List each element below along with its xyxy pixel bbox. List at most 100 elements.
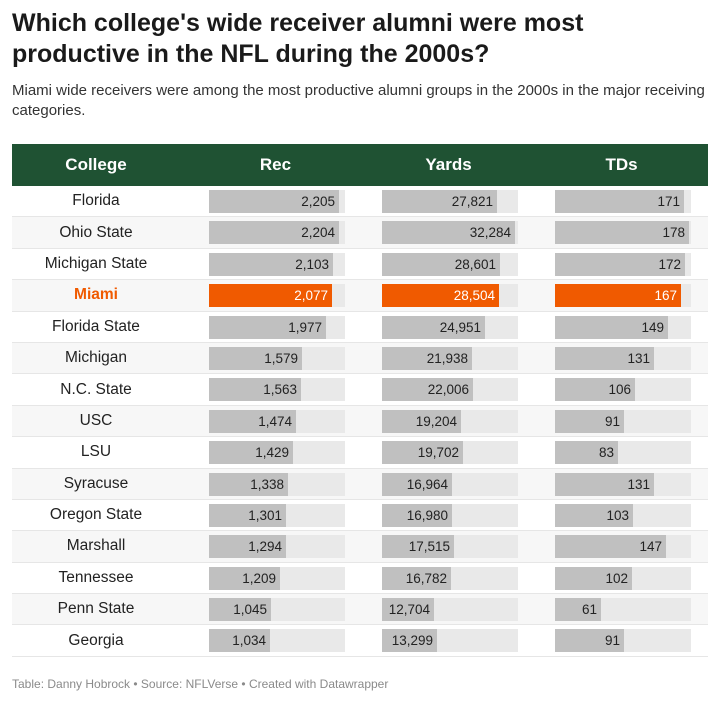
table-row: Oregon State 1,301 16,980 103 bbox=[12, 500, 708, 532]
tds-bar bbox=[555, 346, 654, 370]
tds-cell: 102 bbox=[555, 566, 691, 590]
rec-cell: 1,474 bbox=[209, 409, 345, 433]
yards-value-label: 28,504 bbox=[453, 288, 495, 304]
rec-bar bbox=[209, 252, 333, 276]
table-row: Tennessee 1,209 16,782 102 bbox=[12, 563, 708, 595]
yards-value-label: 32,284 bbox=[469, 225, 511, 241]
tds-cell: 147 bbox=[555, 535, 691, 559]
tds-cell: 91 bbox=[555, 629, 691, 653]
yards-bar bbox=[382, 284, 499, 308]
yards-cell: 16,782 bbox=[382, 566, 518, 590]
rec-bar bbox=[209, 503, 286, 527]
tds-value-label: 149 bbox=[641, 319, 664, 335]
tds-value-label: 167 bbox=[654, 288, 677, 304]
tds-cell: 171 bbox=[555, 190, 691, 213]
rec-cell: 2,103 bbox=[209, 252, 345, 276]
tds-value-label: 178 bbox=[662, 225, 685, 241]
table-row: Florida 2,205 27,821 171 bbox=[12, 186, 708, 218]
college-name: Michigan bbox=[64, 349, 128, 367]
yards-value-label: 16,980 bbox=[406, 507, 448, 523]
rec-bar bbox=[209, 409, 296, 433]
yards-cell: 21,938 bbox=[382, 346, 518, 370]
rec-bar bbox=[209, 441, 293, 465]
tds-value-label: 83 bbox=[598, 445, 614, 461]
college-name: Syracuse bbox=[63, 474, 129, 492]
tds-cell: 83 bbox=[555, 441, 691, 465]
tds-bar bbox=[555, 409, 624, 433]
table-row: LSU 1,429 19,702 83 bbox=[12, 437, 708, 469]
tds-value-label: 103 bbox=[606, 507, 629, 523]
tds-bar bbox=[555, 503, 633, 527]
rec-value-label: 2,077 bbox=[294, 288, 328, 304]
chart-subtitle: Miami wide receivers were among the most… bbox=[12, 82, 705, 119]
rec-bar bbox=[209, 472, 288, 496]
rec-bar bbox=[209, 221, 339, 245]
tds-value-label: 131 bbox=[627, 476, 650, 492]
yards-value-label: 22,006 bbox=[427, 382, 469, 398]
tds-cell: 149 bbox=[555, 315, 691, 339]
tds-bar bbox=[555, 472, 654, 496]
rec-cell: 2,204 bbox=[209, 221, 345, 245]
tds-bar bbox=[555, 441, 618, 465]
yards-cell: 28,601 bbox=[382, 252, 518, 276]
college-name: Michigan State bbox=[44, 254, 148, 272]
table-row: Florida State 1,977 24,951 149 bbox=[12, 312, 708, 343]
rec-value-label: 1,474 bbox=[258, 413, 292, 429]
column-header-college[interactable]: College bbox=[65, 155, 127, 174]
tds-bar bbox=[555, 378, 635, 402]
yards-cell: 28,504 bbox=[382, 284, 518, 308]
rec-bar bbox=[209, 378, 301, 402]
yards-bar bbox=[382, 221, 515, 245]
table-row: USC 1,474 19,204 91 bbox=[12, 405, 708, 438]
yards-bar bbox=[382, 629, 437, 653]
tds-value-label: 102 bbox=[605, 570, 628, 586]
yards-bar bbox=[382, 315, 485, 339]
tds-bar bbox=[555, 598, 601, 622]
yards-bar bbox=[382, 535, 454, 559]
yards-value-label: 19,702 bbox=[417, 445, 459, 461]
yards-bar bbox=[382, 252, 500, 276]
yards-cell: 12,704 bbox=[382, 598, 518, 622]
rec-value-label: 1,301 bbox=[248, 507, 282, 523]
tds-cell: 103 bbox=[555, 503, 691, 527]
rec-cell: 1,034 bbox=[209, 629, 345, 653]
table-row: Penn State 1,045 12,704 61 bbox=[12, 594, 708, 626]
table-row: N.C. State 1,563 22,006 106 bbox=[12, 374, 708, 406]
tds-bar bbox=[555, 535, 666, 559]
tds-bar bbox=[555, 190, 684, 213]
college-name: N.C. State bbox=[60, 380, 132, 398]
tds-cell: 91 bbox=[555, 409, 691, 433]
column-header-tds[interactable]: TDs bbox=[605, 155, 638, 174]
college-name: Florida bbox=[72, 192, 120, 210]
yards-bar bbox=[382, 503, 452, 527]
rec-cell: 1,209 bbox=[209, 566, 345, 590]
tds-bar bbox=[555, 284, 681, 308]
table-row: Syracuse 1,338 16,964 131 bbox=[12, 468, 708, 500]
column-header-yards[interactable]: Yards bbox=[425, 155, 472, 174]
tds-cell: 167 bbox=[555, 284, 691, 308]
tds-cell: 131 bbox=[555, 472, 691, 496]
yards-cell: 27,821 bbox=[382, 190, 518, 213]
college-name: Georgia bbox=[68, 631, 124, 649]
yards-bar bbox=[382, 441, 463, 465]
rec-bar bbox=[209, 190, 339, 213]
rec-bar bbox=[209, 629, 270, 653]
yards-value-label: 21,938 bbox=[426, 350, 468, 366]
tds-cell: 106 bbox=[555, 378, 691, 402]
table-row: Miami 2,077 28,504 167 bbox=[12, 280, 708, 312]
rec-bar bbox=[209, 535, 286, 559]
yards-cell: 13,299 bbox=[382, 629, 518, 653]
footer-credits: Table: Danny Hobrock • Source: NFLVerse … bbox=[12, 677, 389, 691]
column-header-rec[interactable]: Rec bbox=[259, 155, 292, 174]
college-name: Ohio State bbox=[59, 223, 133, 241]
table-row: Michigan State 2,103 28,601 172 bbox=[12, 249, 708, 281]
chart-title: Which college's wide receiver alumni wer… bbox=[12, 9, 584, 68]
yards-value-label: 28,601 bbox=[454, 256, 496, 272]
rec-value-label: 2,204 bbox=[301, 225, 335, 241]
tds-bar bbox=[555, 629, 624, 653]
table-row: Michigan 1,579 21,938 131 bbox=[12, 342, 708, 375]
rec-value-label: 1,977 bbox=[288, 319, 322, 335]
rec-cell: 1,301 bbox=[209, 503, 345, 527]
college-name: Tennessee bbox=[58, 568, 134, 586]
table-row: Ohio State 2,204 32,284 178 bbox=[12, 217, 708, 249]
